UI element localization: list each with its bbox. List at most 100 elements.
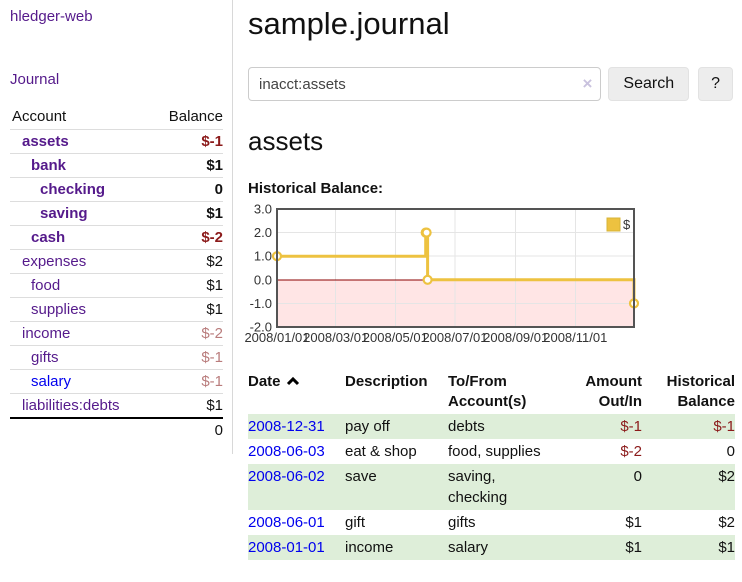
- transaction-row: 2008-12-31 pay off debts $-1 $-1: [248, 414, 735, 439]
- transaction-balance-cell: 0: [726, 443, 735, 460]
- transaction-amount-cell: $1: [625, 514, 642, 531]
- account-link-saving[interactable]: saving: [40, 205, 88, 222]
- account-link-food[interactable]: food: [31, 277, 61, 294]
- accounts-table: Account Balance assets $-1 bank $1 checking 0…: [10, 105, 223, 442]
- transaction-row: 2008-06-01 gift gifts $1 $2: [248, 510, 735, 535]
- main-content: sample.journal × Search ? assets Histori…: [233, 0, 735, 560]
- account-balance: 0: [214, 181, 223, 198]
- search-button[interactable]: Search: [608, 67, 690, 101]
- account-link-bank[interactable]: bank: [31, 157, 67, 174]
- chart-x-tick-label: 2008/05/01: [363, 330, 428, 345]
- account-balance: $-2: [201, 325, 223, 342]
- register-header-row: Date Description To/From Account(s) Amount …: [248, 370, 735, 414]
- account-link-income[interactable]: income: [22, 325, 71, 342]
- account-balance: $2: [206, 253, 223, 270]
- account-link-cash[interactable]: cash: [31, 229, 66, 246]
- account-row: assets $-1: [10, 129, 223, 153]
- chart-border: [276, 208, 635, 328]
- transaction-date-cell: 2008-12-31: [248, 414, 345, 439]
- app-title-link[interactable]: hledger-web: [10, 8, 93, 25]
- transaction-amount-cell: $1: [556, 535, 642, 560]
- historical-balance-chart: $3.0 2.0 1.0 0.0 -1.0 -2.02008/01/012008/03/0…: [244, 203, 640, 345]
- transaction-date-cell: 2008-01-01: [248, 535, 345, 560]
- account-balance: $1: [206, 205, 223, 222]
- account-row: food $1: [10, 273, 223, 297]
- account-link-supplies[interactable]: supplies: [31, 301, 87, 318]
- account-row: salary $-1: [10, 369, 223, 393]
- search-input-wrap: ×: [248, 67, 602, 101]
- account-row: saving $1: [10, 201, 223, 225]
- transaction-date-link[interactable]: 2008-06-03: [248, 443, 325, 460]
- chart-x-tick-label: 2008/11/01: [543, 330, 607, 345]
- account-balance: $1: [206, 157, 223, 174]
- transaction-accounts-cell: salary: [448, 535, 556, 560]
- transaction-row: 2008-06-02 save saving, checking 0 $2: [248, 464, 735, 510]
- transaction-row: 2008-06-03 eat & shop food, supplies $-2 0: [248, 439, 735, 464]
- chart-title: Historical Balance:: [248, 180, 384, 197]
- account-link-liabilities-debts[interactable]: liabilities:debts: [22, 397, 120, 414]
- column-header-amount-out-in: Amount Out/In: [585, 373, 642, 410]
- account-row: liabilities:debts $1: [10, 393, 223, 417]
- account-row: bank $1: [10, 153, 223, 177]
- page: hledger-web Journal Account Balance asse…: [0, 0, 735, 560]
- accounts-total: 0: [10, 417, 223, 442]
- transaction-accounts-cell: saving, checking: [448, 464, 556, 510]
- account-link-checking[interactable]: checking: [40, 181, 106, 198]
- transaction-description-cell: eat & shop: [345, 443, 417, 460]
- account-balance: $-1: [201, 133, 223, 150]
- account-balance: $1: [206, 397, 223, 414]
- chart-x-tick-label: 2008/03/01: [303, 330, 368, 345]
- transaction-accounts-cell: debts: [448, 414, 556, 439]
- account-link-assets[interactable]: assets: [22, 133, 69, 150]
- account-row: cash $-2: [10, 225, 223, 249]
- balance-column-header: Balance: [168, 108, 223, 125]
- clear-search-icon[interactable]: ×: [582, 73, 593, 93]
- transaction-date-link[interactable]: 2008-12-31: [248, 418, 325, 435]
- transaction-description-cell: save: [345, 464, 448, 510]
- account-link-gifts[interactable]: gifts: [31, 349, 59, 366]
- transaction-balance-cell: $2: [718, 514, 735, 531]
- transaction-amount-cell: $-2: [620, 443, 642, 460]
- chart-x-tick-label: 2008/01/01: [244, 330, 309, 345]
- account-row: expenses $2: [10, 249, 223, 273]
- chart-data-marker: [421, 227, 432, 238]
- chart-x-tick-label: 2008/09/01: [483, 330, 548, 345]
- transaction-date-link[interactable]: 2008-01-01: [248, 539, 325, 556]
- transaction-date-link[interactable]: 2008-06-01: [248, 514, 325, 531]
- account-balance: $1: [206, 301, 223, 318]
- account-column-header: Account: [12, 108, 67, 125]
- sidebar: hledger-web Journal Account Balance asse…: [0, 0, 233, 454]
- transaction-amount-cell: 0: [556, 464, 642, 510]
- account-row: checking 0: [10, 177, 223, 201]
- account-link-salary[interactable]: salary: [31, 373, 72, 390]
- transaction-balance-cell: $-1: [642, 414, 735, 439]
- transaction-date-link[interactable]: 2008-06-02: [248, 468, 325, 485]
- chart-y-tick-label: 1.0: [254, 249, 272, 264]
- accounts-table-header: Account Balance: [10, 105, 223, 129]
- account-row: supplies $1: [10, 297, 223, 321]
- search-help-button[interactable]: ?: [698, 67, 733, 101]
- chart-data-marker: [422, 274, 433, 285]
- register-table-head: Date Description To/From Account(s) Amount …: [248, 370, 735, 414]
- register-table: Date Description To/From Account(s) Amount …: [248, 370, 735, 560]
- account-link-expenses[interactable]: expenses: [22, 253, 87, 270]
- chart-legend-label: $: [623, 217, 631, 232]
- account-balance: $-2: [201, 229, 223, 246]
- chart-y-tick-label: 3.0: [254, 203, 272, 217]
- column-header-historical-balance: Historical Balance: [666, 373, 735, 410]
- account-row: gifts $-1: [10, 345, 223, 369]
- transaction-date-cell: 2008-06-03: [248, 439, 345, 464]
- account-balance: $-1: [201, 373, 223, 390]
- transaction-row: 2008-01-01 income salary $1 $1: [248, 535, 735, 560]
- sort-ascending-icon[interactable]: [286, 376, 300, 386]
- transaction-description-cell: income: [345, 535, 448, 560]
- register-table-body: 2008-12-31 pay off debts $-1 $-1 2008-06-03 ea…: [248, 414, 735, 560]
- search-form: × Search ?: [248, 67, 733, 101]
- column-header-description: Description: [345, 373, 428, 390]
- transaction-date-cell: 2008-06-01: [248, 510, 345, 535]
- column-header-date: Date: [248, 370, 345, 414]
- chart-y-tick-label: -2.0: [250, 320, 272, 335]
- transaction-description-cell: pay off: [345, 414, 448, 439]
- sidebar-item-journal[interactable]: Journal: [10, 71, 60, 88]
- search-input[interactable]: [248, 67, 602, 101]
